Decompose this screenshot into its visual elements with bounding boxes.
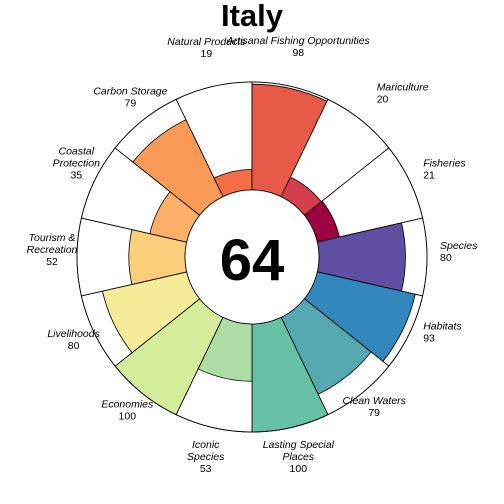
petal-value-species: 80	[440, 252, 452, 264]
petal-value-clean-waters: 79	[368, 407, 380, 419]
petal-label-economies: Economies 100	[101, 398, 154, 422]
petal-value-coastal-protection: 35	[70, 169, 82, 181]
petal-label-natural-products: Natural Products 19	[167, 36, 246, 60]
center-circle	[184, 189, 320, 325]
petal-value-tourism-recreation: 52	[46, 256, 58, 268]
petal-label-carbon-storage: Carbon Storage 79	[93, 86, 167, 110]
petal-label-habitats: Habitats 93	[423, 320, 462, 344]
petal-value-livelihoods: 80	[68, 340, 80, 352]
petal-value-artisanal-fishing-opportunities: 98	[292, 47, 304, 59]
petal-value-natural-products: 19	[201, 48, 213, 60]
petal-label-species: Species 80	[440, 240, 478, 264]
petals-group	[76, 81, 428, 433]
petal-label-iconic-species: Iconic Species 53	[187, 439, 225, 475]
petal-value-mariculture: 20	[377, 94, 389, 106]
petal-label-tourism-recreation: Tourism & Recreation 52	[27, 232, 78, 268]
petal-label-mariculture: Mariculture 20	[377, 82, 429, 106]
outer-ring	[76, 81, 428, 433]
petal-label-lasting-special-places: Lasting Special Places 100	[263, 439, 335, 475]
petal-label-clean-waters: Clean Waters 79	[342, 395, 406, 419]
petal-label-coastal-protection: Coastal Protection 35	[53, 145, 100, 181]
chart-title: Italy	[221, 0, 284, 33]
petal-label-livelihoods: Livelihoods 80	[47, 328, 100, 352]
petal-value-lasting-special-places: 100	[290, 463, 308, 475]
petal-value-fisheries: 21	[423, 170, 435, 182]
petal-value-iconic-species: 53	[200, 463, 212, 475]
petal-label-artisanal-fishing-opportunities: Artisanal Fishing Opportunities 98	[226, 35, 371, 59]
center-score: 64	[220, 228, 285, 293]
petal-value-economies: 100	[119, 410, 137, 422]
petal-value-carbon-storage: 79	[125, 98, 137, 110]
petal-value-habitats: 93	[423, 332, 435, 344]
petal-label-fisheries: Fisheries 21	[423, 158, 466, 182]
